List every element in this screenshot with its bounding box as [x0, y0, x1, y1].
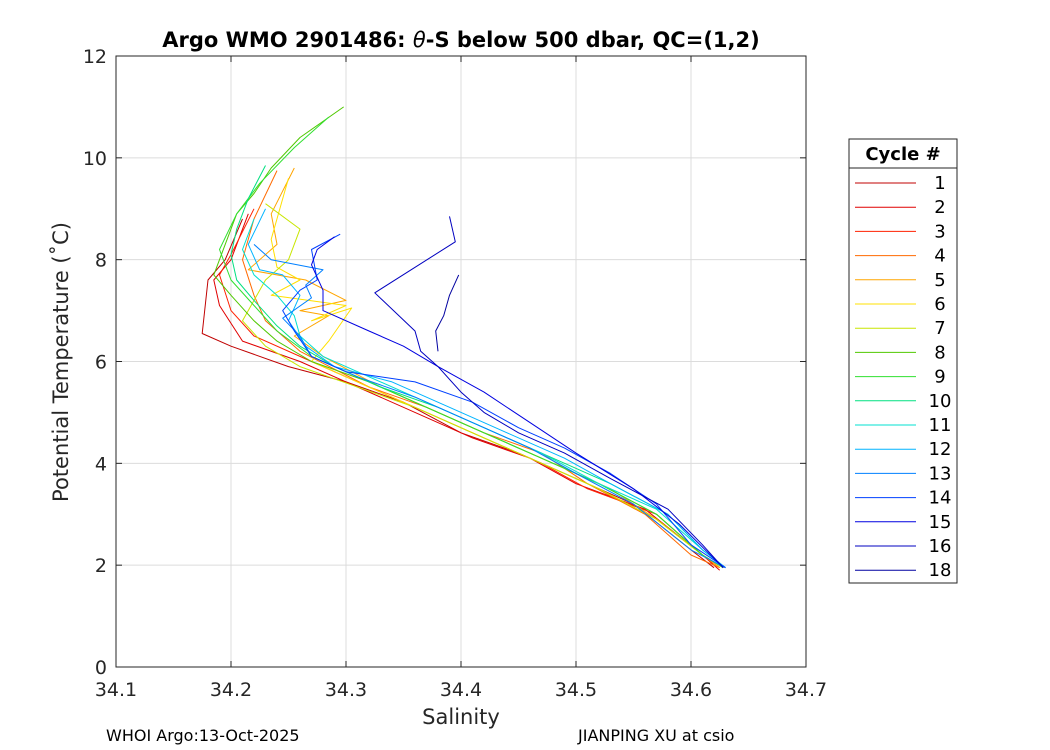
x-tick-label: 34.7	[785, 679, 827, 701]
chart-title: Argo WMO 2901486: θ-S below 500 dbar, QC…	[162, 28, 759, 52]
x-tick-label: 34.4	[440, 679, 482, 701]
x-tick-label: 34.5	[555, 679, 597, 701]
series-line-cycle-2	[213, 213, 721, 571]
legend-label-cycle-2: 2	[934, 197, 945, 218]
series-line-cycle-4	[242, 170, 720, 569]
x-tick-label: 34.6	[670, 679, 712, 701]
legend-label-cycle-5: 5	[934, 270, 945, 291]
x-tick-label: 34.2	[210, 679, 252, 701]
legend-label-cycle-14: 14	[929, 488, 952, 509]
series-layer	[201, 106, 726, 571]
series-line-cycle-7	[242, 203, 724, 569]
legend-label-cycle-13: 13	[929, 463, 952, 484]
series-line-cycle-18	[435, 274, 460, 352]
legend-label-cycle-8: 8	[934, 342, 945, 363]
y-tick-label: 10	[83, 148, 107, 170]
legend-label-cycle-9: 9	[934, 367, 945, 388]
ticks: 34.1 34.2 34.3 34.4 34.5 34.6 34.7 0 2 4 6 8 10 12	[83, 46, 827, 701]
legend-label-cycle-3: 3	[934, 221, 945, 242]
x-tick-label: 34.1	[95, 679, 137, 701]
y-tick-label: 0	[95, 657, 107, 679]
legend-label-cycle-11: 11	[929, 415, 952, 436]
footer-right: JIANPING XU at csio	[577, 726, 734, 745]
footer-left: WHOI Argo:13-Oct-2025	[106, 726, 300, 745]
series-line-cycle-15	[311, 236, 724, 569]
x-tick-label: 34.3	[325, 679, 367, 701]
legend-label-cycle-6: 6	[934, 294, 945, 315]
y-axis-label: Potential Temperature (˚C)	[49, 222, 73, 502]
y-tick-label: 4	[95, 453, 107, 475]
legend-label-cycle-7: 7	[934, 318, 945, 339]
grid	[116, 56, 806, 667]
legend-label-cycle-18: 18	[929, 560, 952, 581]
legend-label-cycle-10: 10	[929, 391, 952, 412]
series-line-cycle-11	[242, 218, 726, 569]
y-tick-label: 6	[95, 352, 107, 374]
legend-title: Cycle #	[865, 144, 940, 165]
y-tick-label: 8	[95, 250, 107, 272]
series-line-cycle-16	[374, 216, 724, 569]
x-axis-label: Salinity	[422, 705, 500, 729]
legend-label-cycle-12: 12	[929, 439, 952, 460]
y-tick-label: 2	[95, 555, 107, 577]
legend-label-cycle-4: 4	[934, 246, 945, 267]
series-line-cycle-1	[201, 218, 715, 569]
y-tick-label: 12	[83, 46, 107, 68]
legend-box	[848, 138, 958, 584]
legend-label-cycle-15: 15	[929, 512, 952, 533]
legend-label-cycle-1: 1	[934, 173, 945, 194]
legend-label-cycle-16: 16	[929, 536, 952, 557]
